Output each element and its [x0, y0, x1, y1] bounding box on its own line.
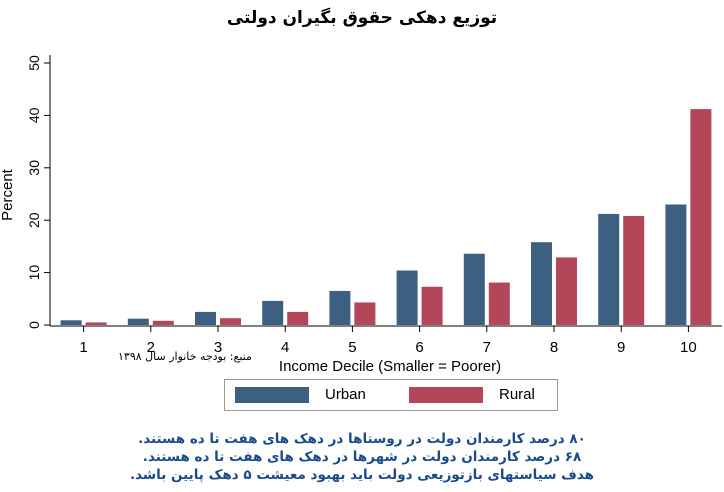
bar-urban [127, 318, 149, 325]
notes-block: ۸۰ درصد کارمندان دولت در روستاها در دهک … [0, 430, 724, 484]
legend-swatch-rural [409, 387, 483, 403]
y-tick-label: 20 [26, 212, 42, 228]
y-tick-label: 50 [26, 55, 42, 71]
x-axis-label: Income Decile (Smaller = Poorer) [279, 358, 501, 375]
legend: Urban Rural [224, 379, 558, 411]
bar-urban [396, 270, 418, 325]
bar-urban [262, 300, 284, 325]
bar-urban [598, 213, 620, 325]
bar-urban [463, 253, 485, 325]
bar-rural [488, 282, 510, 325]
bar-rural [220, 318, 241, 325]
x-tick-label: 9 [617, 339, 625, 356]
x-tick-label: 2 [147, 339, 155, 356]
x-tick-label: 10 [680, 339, 697, 356]
bar-rural [556, 257, 577, 325]
bar-urban [60, 320, 82, 325]
legend-swatch-urban [235, 387, 309, 403]
bar-urban [531, 242, 552, 325]
x-tick-label: 7 [483, 339, 491, 356]
y-tick-label: 10 [26, 265, 42, 281]
source-note: منبع: بودجه خانوار سال ۱۳۹۸ [118, 350, 252, 363]
x-tick-label: 5 [348, 339, 356, 356]
bar-rural [690, 109, 712, 325]
x-tick-label: 3 [214, 339, 222, 356]
bar-urban [665, 204, 687, 325]
chart-title: توزیع دهکی حقوق بگیران دولتی [226, 8, 498, 28]
y-axis-label: Percent [0, 168, 16, 221]
y-axis: 0 10 20 30 40 50 [26, 55, 51, 329]
legend-label-rural: Rural [499, 386, 535, 403]
y-tick-label: 40 [26, 107, 42, 123]
bar-rural [152, 320, 174, 325]
y-tick-label: 0 [26, 321, 42, 329]
note-line: هدف سیاستهای بازتوزیعی دولت باید بهبود م… [129, 467, 595, 483]
bar-rural [623, 216, 645, 325]
x-tick-label: 6 [415, 339, 423, 356]
bar-urban [329, 290, 351, 325]
legend-label-urban: Urban [325, 386, 366, 403]
x-tick-label: 4 [281, 339, 289, 356]
bar-rural [421, 286, 443, 325]
x-axis: 1 2 3 4 5 6 7 8 9 10 [50, 325, 722, 356]
bar-rural [85, 322, 107, 325]
note-line: ۶۸ درصد کارمندان دولت در شهرها در دهک ها… [142, 449, 582, 465]
note-line: ۸۰ درصد کارمندان دولت در روستاها در دهک … [138, 431, 586, 447]
bar-rural [287, 311, 309, 325]
bars-group [60, 109, 712, 325]
x-tick-label: 1 [79, 339, 87, 356]
y-tick-label: 30 [26, 160, 42, 176]
x-tick-label: 8 [550, 339, 558, 356]
bar-urban [195, 311, 216, 325]
bar-rural [354, 302, 376, 325]
